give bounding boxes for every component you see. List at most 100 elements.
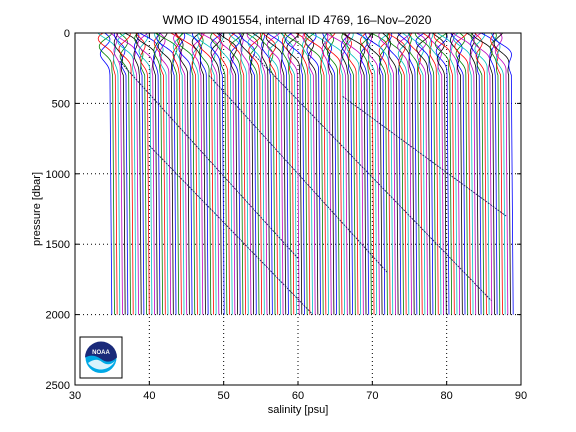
- profile-line: [378, 32, 391, 315]
- x-tick-label-90: 90: [515, 390, 527, 402]
- profile-line: [228, 32, 249, 315]
- profile-line: [261, 32, 276, 315]
- salinity-profiles: [97, 32, 514, 315]
- profile-line: [281, 32, 295, 315]
- profile-line: [252, 32, 271, 315]
- profile-line: [470, 32, 482, 315]
- profile-line: [198, 32, 214, 315]
- y-tick-label-0: 0: [64, 28, 70, 40]
- profile-line: [286, 32, 303, 315]
- profile-line: [262, 32, 279, 315]
- profile-line: [119, 32, 131, 315]
- profile-line: [191, 32, 204, 315]
- profile-line: [346, 32, 362, 315]
- profile-line: [408, 32, 423, 315]
- profile-line: [309, 32, 329, 315]
- x-tick-label-60: 60: [292, 390, 304, 402]
- profile-line: [133, 32, 145, 315]
- profile-line: [184, 32, 201, 315]
- profile-line: [325, 32, 348, 315]
- profile-line: [359, 32, 372, 315]
- profile-line: [158, 32, 172, 315]
- profile-line: [359, 32, 375, 315]
- profile-line: [382, 32, 399, 315]
- profile-line: [118, 32, 134, 315]
- profile-line: [305, 32, 324, 315]
- profile-line: [265, 32, 287, 315]
- profile-line: [287, 32, 300, 315]
- profile-line: [489, 32, 501, 315]
- profile-line: [156, 32, 180, 315]
- profile-line: [490, 32, 503, 315]
- profile-line: [341, 32, 354, 315]
- profile-line: [367, 32, 380, 315]
- diagonal-trend-0: [119, 60, 299, 259]
- profile-line: [210, 32, 222, 315]
- profile-line: [248, 32, 263, 315]
- profile-line: [136, 32, 158, 315]
- plot-frame: [74, 32, 522, 386]
- profile-line: [322, 32, 335, 315]
- profile-line: [218, 32, 238, 315]
- profile-line: [429, 32, 445, 315]
- profile-line: [218, 32, 236, 315]
- profile-line: [157, 32, 174, 315]
- profile-line: [99, 32, 113, 315]
- profile-line: [370, 32, 388, 315]
- profile-line: [378, 32, 394, 315]
- profile-line: [326, 32, 340, 315]
- profile-line: [176, 32, 198, 315]
- profile-line: [397, 32, 418, 315]
- diagonal-trend-3: [149, 145, 314, 315]
- profile-line: [137, 32, 156, 315]
- profile-line: [397, 32, 412, 315]
- profile-line: [407, 32, 420, 315]
- profile-line: [343, 32, 359, 315]
- profile-line: [210, 32, 225, 315]
- profile-line: [154, 32, 169, 315]
- profile-line: [210, 32, 228, 315]
- profile-line: [474, 32, 490, 315]
- profile-line: [124, 32, 142, 315]
- profile-line: [177, 32, 196, 315]
- chart-title: WMO ID 4901554, internal ID 4769, 16–Nov…: [163, 13, 432, 27]
- y-tick-label-1000: 1000: [46, 169, 70, 181]
- diagonal-trend-2: [253, 53, 492, 301]
- y-tick-label-2500: 2500: [46, 380, 70, 392]
- profile-line: [490, 32, 506, 315]
- profile-line: [219, 32, 233, 315]
- profile-line: [173, 32, 188, 315]
- profile-line: [493, 32, 511, 315]
- y-tick-label-1500: 1500: [46, 239, 70, 251]
- y-tick-label-500: 500: [52, 98, 70, 110]
- profile-line: [197, 32, 217, 315]
- profile-line: [97, 32, 121, 315]
- profile-line: [113, 32, 129, 315]
- profile-line: [345, 32, 364, 315]
- profile-line: [98, 32, 115, 315]
- profile-line: [474, 32, 487, 315]
- profile-line: [285, 32, 305, 315]
- profile-line: [453, 32, 474, 315]
- diagonal-trend-1: [208, 74, 388, 273]
- x-tick-label-30: 30: [69, 390, 81, 402]
- profile-line: [396, 32, 415, 315]
- profile-line: [492, 32, 514, 315]
- diagonal-trend-4: [342, 95, 507, 217]
- profile-line: [266, 32, 284, 315]
- profile-line: [246, 32, 268, 315]
- profile-line: [116, 32, 139, 315]
- profile-line: [449, 32, 461, 315]
- profile-line: [117, 32, 137, 315]
- profile-line: [267, 32, 281, 315]
- profile-line: [178, 32, 193, 315]
- profile-line: [454, 32, 471, 315]
- profile-line: [229, 32, 244, 315]
- profile-line: [135, 32, 150, 315]
- profile-line: [341, 32, 356, 315]
- profile-line: [322, 32, 337, 315]
- profile-line: [304, 32, 319, 315]
- noaa-logo-text: NOAA: [92, 350, 110, 356]
- profile-line: [247, 32, 265, 315]
- noaa-logo: NOAA: [79, 336, 123, 379]
